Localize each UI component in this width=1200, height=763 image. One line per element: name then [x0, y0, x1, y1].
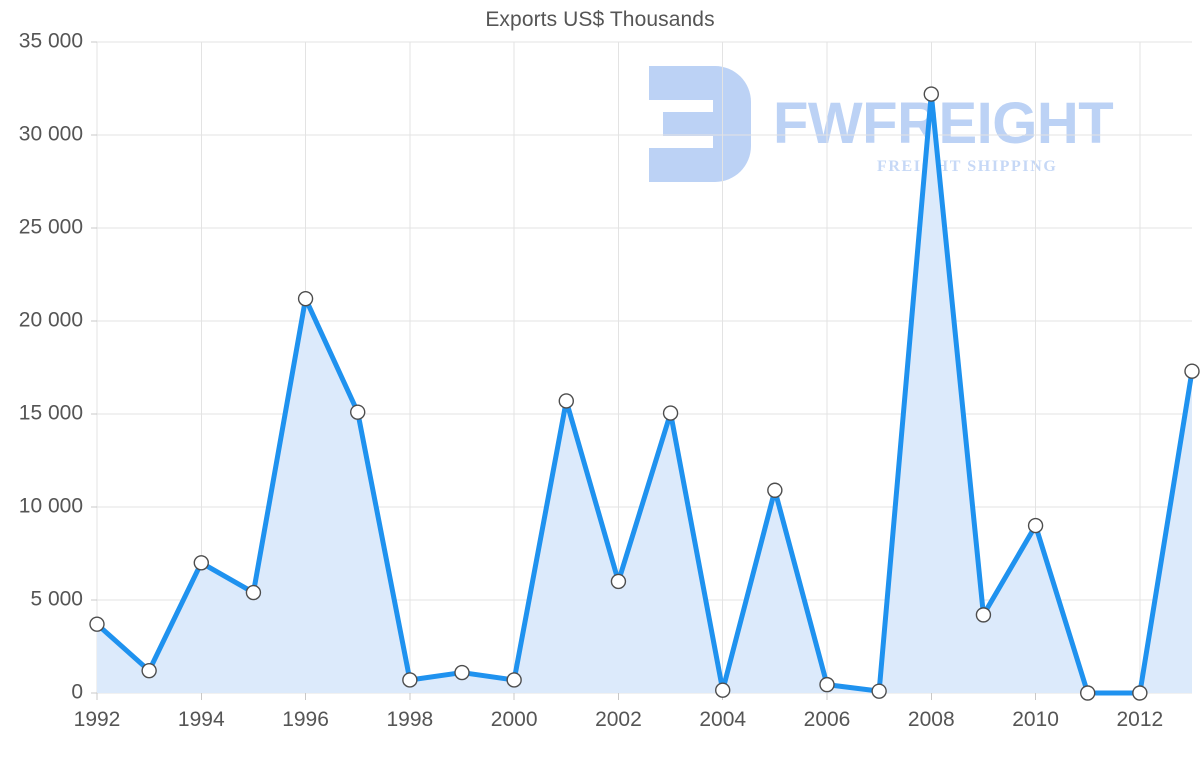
x-tick-label: 2006: [804, 708, 851, 731]
y-tick-label: 25 000: [19, 216, 83, 239]
data-point-marker: [89, 616, 105, 632]
data-point-marker: [610, 573, 627, 590]
data-point-marker: [1132, 685, 1148, 701]
x-tick-label: 2002: [595, 708, 642, 731]
y-tick-label: 20 000: [19, 309, 83, 332]
data-point-marker: [1184, 363, 1200, 379]
data-point-marker: [975, 607, 992, 623]
data-point-marker: [871, 683, 887, 699]
data-point-marker: [454, 664, 470, 681]
data-point-marker: [662, 405, 679, 421]
y-tick-label: 0: [71, 681, 83, 704]
data-point-marker: [402, 672, 418, 688]
data-point-marker: [715, 682, 731, 698]
data-point-marker: [767, 482, 783, 498]
y-tick-label: 15 000: [19, 402, 83, 425]
data-point-marker: [141, 662, 157, 679]
data-point-marker: [245, 584, 262, 601]
series-area: [97, 94, 1192, 693]
data-point-marker: [297, 290, 314, 307]
data-point-marker: [193, 555, 209, 571]
x-tick-label: 2010: [1012, 708, 1059, 731]
data-point-marker: [506, 672, 522, 688]
series-line: [94, 91, 1195, 696]
data-point-marker: [558, 393, 574, 409]
x-tick-label: 2000: [491, 708, 538, 731]
series-layer: [89, 86, 1200, 701]
x-tick-label: 2012: [1116, 708, 1163, 731]
data-point-marker: [923, 86, 939, 102]
page-title: Exports US$ Thousands: [485, 8, 715, 31]
y-tick-label: 30 000: [19, 123, 83, 146]
x-axis-labels: 1992 1994 1996 1998 2000 2002 2004 2006 2008 2010…: [74, 708, 1164, 731]
data-point-marker: [1027, 517, 1044, 534]
series-markers: [89, 86, 1200, 701]
x-tick-label: 1992: [74, 708, 121, 731]
x-tick-label: 2008: [908, 708, 955, 731]
y-tick-label: 5 000: [30, 588, 83, 611]
x-tick-label: 1998: [386, 708, 433, 731]
data-point-marker: [1080, 685, 1096, 701]
data-point-marker: [819, 676, 835, 693]
y-tick-label: 35 000: [19, 30, 83, 53]
y-axis-labels: 0 5 000 10 000 15 000 20 000 25 000 30 000 35 0…: [19, 30, 83, 704]
x-tick-label: 2004: [699, 708, 746, 731]
x-tick-label: 1996: [282, 708, 329, 731]
y-tick-label: 10 000: [19, 495, 83, 518]
x-tick-label: 1994: [178, 708, 225, 731]
data-point-marker: [350, 404, 366, 420]
